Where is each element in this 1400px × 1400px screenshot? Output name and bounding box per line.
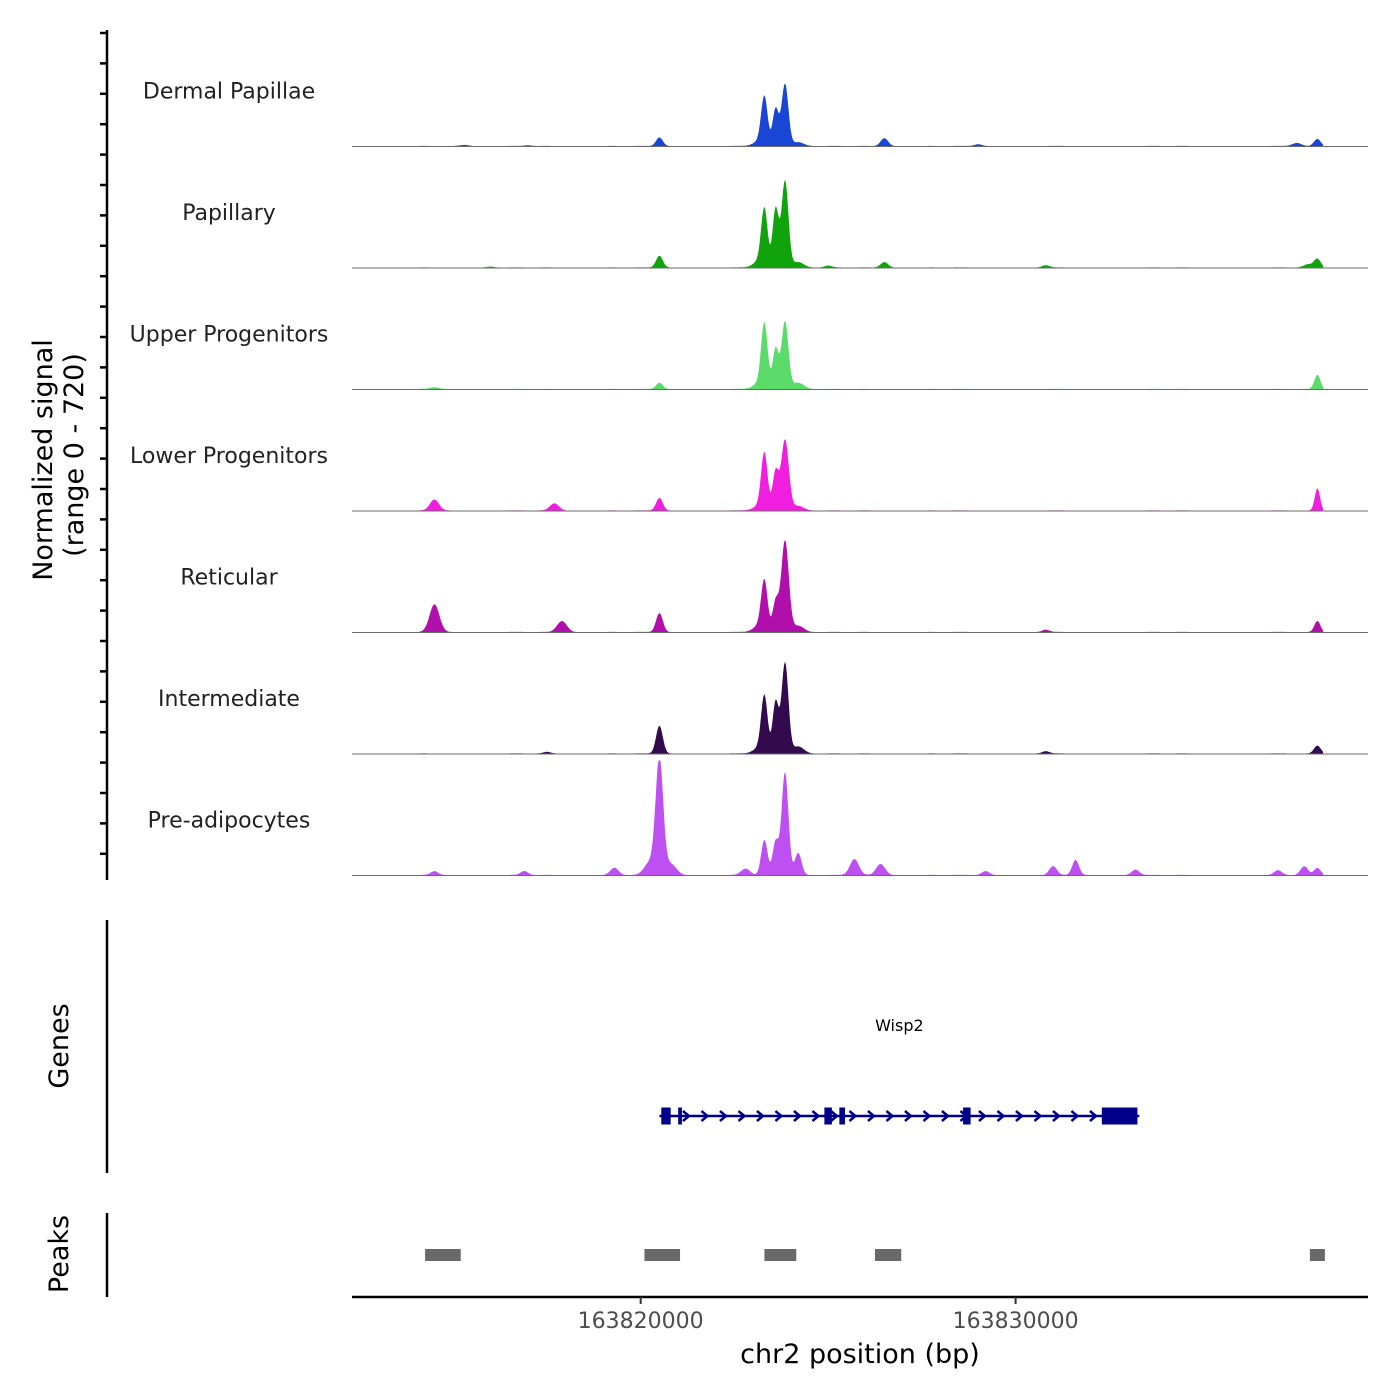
strand-arrow: [1089, 1110, 1098, 1122]
strand-arrow: [793, 1110, 802, 1122]
strand-arrow: [719, 1110, 728, 1122]
strand-arrow: [1033, 1110, 1043, 1122]
strand-arrow: [700, 1110, 710, 1122]
y-axis-title-line1: Normalized signal: [28, 339, 59, 581]
gene-exon: [678, 1107, 682, 1125]
x-tick-label: 163830000: [953, 1309, 1079, 1334]
track-upper-progenitors: Upper Progenitors: [130, 320, 1368, 390]
strand-arrow: [830, 1110, 839, 1122]
peaks-panel-title: Peaks: [44, 1215, 75, 1293]
genes-panel-title: Genes: [44, 1003, 75, 1088]
signal-area: [419, 661, 1323, 754]
peak-region: [874, 1249, 902, 1261]
gene-wisp2: Wisp2: [659, 1016, 1140, 1125]
gene-label: Wisp2: [875, 1016, 924, 1035]
strand-arrow: [1052, 1110, 1061, 1122]
track-label: Upper Progenitors: [130, 323, 329, 348]
track-dermal-papillae: Dermal Papillae: [143, 80, 1368, 147]
x-axis-ticks: 163820000 163830000: [578, 1297, 1079, 1334]
coverage-y-axis-ticks: [100, 31, 107, 856]
signal-area: [419, 760, 1323, 876]
track-label: Intermediate: [158, 687, 300, 712]
track-label: Lower Progenitors: [130, 444, 328, 469]
strand-arrow: [978, 1110, 987, 1122]
strand-arrow: [811, 1110, 821, 1122]
gene-exon: [661, 1107, 671, 1125]
strand-arrow: [922, 1110, 932, 1122]
y-axis-title-line2: (range 0 - 720): [59, 353, 90, 557]
signal-area: [419, 539, 1323, 633]
strand-arrow: [1015, 1110, 1024, 1122]
peak-region: [764, 1249, 797, 1261]
gene-exon: [824, 1107, 832, 1125]
coverage-tracks: Dermal Papillae Papillary Upper Progenitor…: [130, 80, 1368, 876]
x-axis-title: chr2 position (bp): [740, 1339, 980, 1370]
track-lower-progenitors: Lower Progenitors: [130, 439, 1368, 512]
track-label: Papillary: [182, 201, 276, 226]
gene-exon: [1101, 1107, 1138, 1125]
strand-arrow: [774, 1110, 784, 1122]
gene-exon: [963, 1107, 971, 1125]
track-label: Pre-adipocytes: [148, 809, 311, 834]
strand-arrow: [867, 1110, 876, 1122]
strand-arrow: [756, 1110, 765, 1122]
genes-track: Wisp2: [659, 1016, 1140, 1125]
track-papillary: Papillary: [182, 179, 1368, 269]
signal-area: [419, 179, 1323, 268]
strand-arrow: [904, 1110, 913, 1122]
track-intermediate: Intermediate: [158, 661, 1368, 755]
signal-area: [419, 83, 1323, 147]
x-tick-label: 163820000: [578, 1309, 704, 1334]
strand-arrow: [848, 1110, 858, 1122]
track-label: Reticular: [180, 566, 278, 591]
signal-area: [419, 320, 1323, 390]
strand-arrow: [885, 1110, 895, 1122]
strand-arrow: [996, 1110, 1006, 1122]
track-pre-adipocytes: Pre-adipocytes: [148, 760, 1368, 876]
track-label: Dermal Papillae: [143, 80, 315, 105]
gene-exon: [839, 1107, 846, 1125]
peaks-track: [425, 1249, 1325, 1261]
track-reticular: Reticular: [180, 539, 1368, 633]
signal-area: [419, 439, 1323, 511]
strand-arrow: [1070, 1110, 1080, 1122]
strand-arrow: [941, 1110, 950, 1122]
peak-region: [425, 1249, 461, 1261]
strand-arrow: [737, 1110, 747, 1122]
peak-region: [1309, 1249, 1325, 1261]
peak-region: [644, 1249, 681, 1261]
strand-arrow: [682, 1110, 691, 1122]
